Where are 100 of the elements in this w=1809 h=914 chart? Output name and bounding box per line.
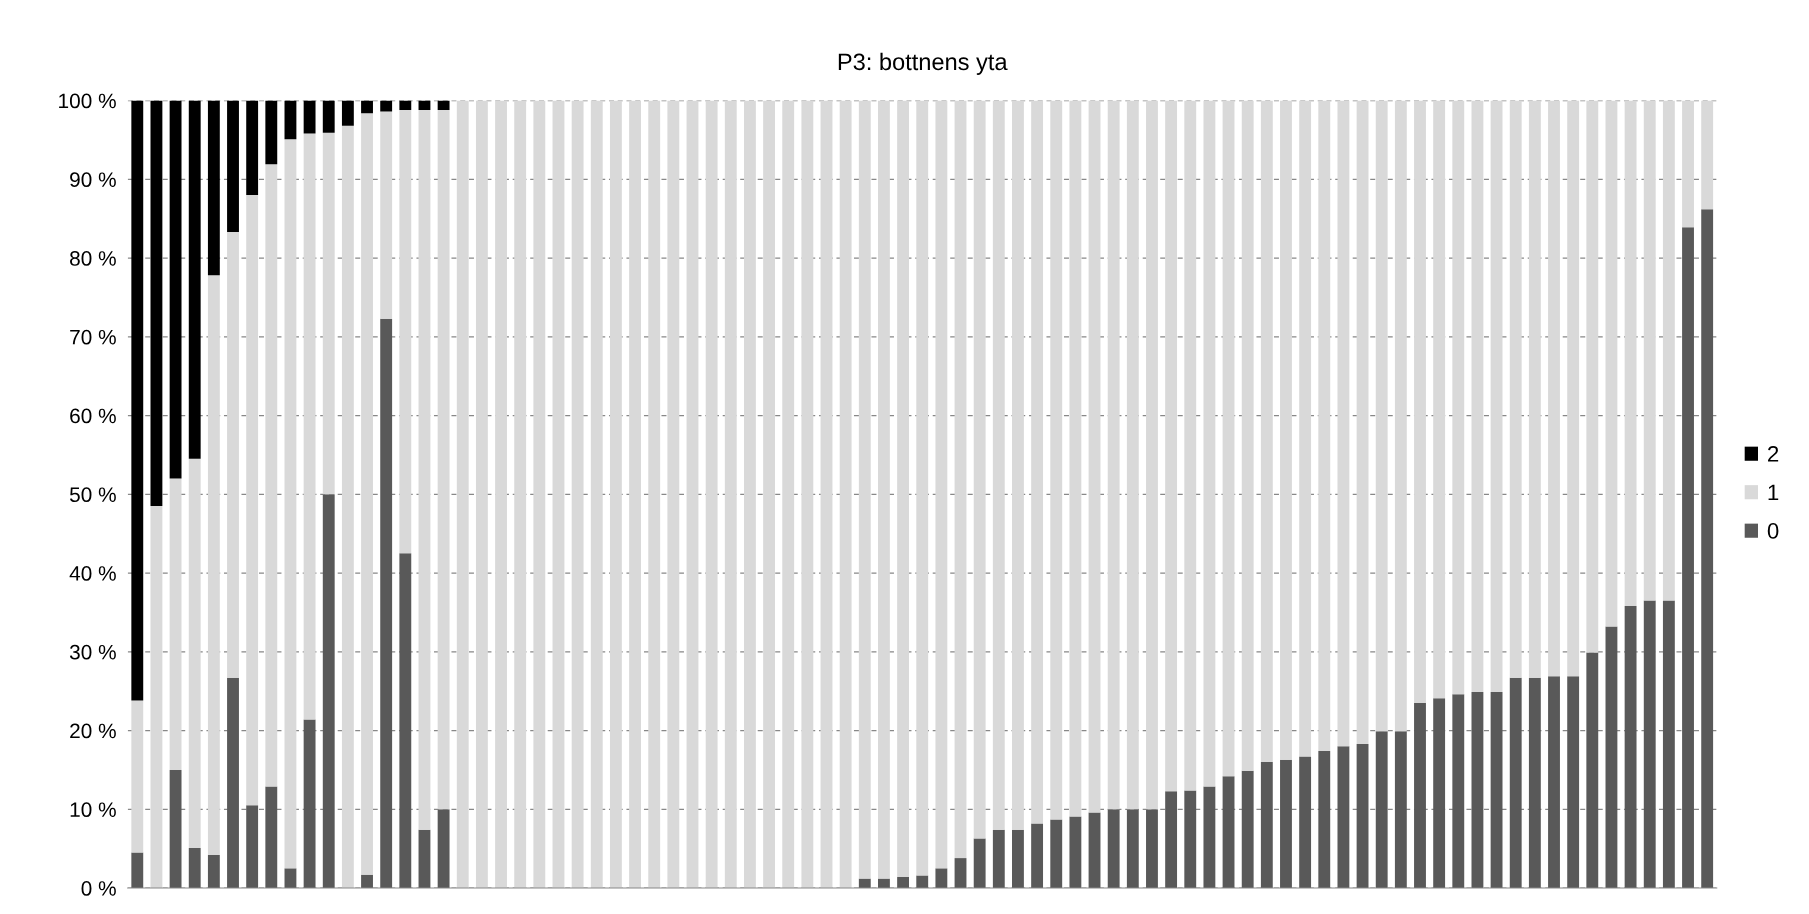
bar xyxy=(1184,100,1197,791)
bar xyxy=(1318,100,1331,752)
bar xyxy=(1701,209,1714,889)
bar xyxy=(724,100,737,889)
bar xyxy=(1548,676,1560,889)
bar xyxy=(916,875,929,889)
bar xyxy=(1567,100,1580,677)
bar xyxy=(341,125,354,889)
bar xyxy=(246,805,259,889)
bar xyxy=(973,100,986,839)
bar xyxy=(265,100,278,165)
bar xyxy=(227,677,239,889)
y-tick-label: 90 % xyxy=(70,172,116,188)
bar xyxy=(437,109,450,810)
bar xyxy=(1126,809,1139,889)
bar xyxy=(456,100,469,889)
bar xyxy=(858,100,871,879)
y-tick-label: 70 % xyxy=(70,329,116,345)
bar xyxy=(1222,776,1235,889)
bar xyxy=(150,100,163,507)
y-tick-label: 30 % xyxy=(69,644,116,660)
bar xyxy=(322,132,335,495)
bar xyxy=(131,700,144,853)
bar xyxy=(1203,100,1216,787)
y-tick-label: 80 % xyxy=(70,251,116,266)
bar xyxy=(265,786,278,889)
bar xyxy=(246,195,259,806)
bar xyxy=(188,100,201,459)
bar xyxy=(1337,746,1350,889)
bar xyxy=(380,111,393,319)
bar xyxy=(169,478,182,770)
bar xyxy=(1586,652,1599,889)
bar xyxy=(1394,731,1407,889)
bar xyxy=(1433,698,1446,889)
bar xyxy=(1605,626,1618,889)
bar xyxy=(878,100,890,879)
bar xyxy=(246,100,259,196)
bar xyxy=(284,139,297,869)
bar xyxy=(1643,100,1656,601)
bar xyxy=(1356,743,1369,889)
bar xyxy=(782,100,795,889)
bar xyxy=(1624,100,1637,607)
bar xyxy=(303,100,316,134)
bar xyxy=(1490,100,1503,692)
bar xyxy=(1126,100,1139,810)
bar xyxy=(973,838,986,889)
legend-label: 2 xyxy=(1768,446,1779,462)
bar xyxy=(1605,100,1618,627)
bar xyxy=(839,100,852,889)
bar xyxy=(916,100,929,876)
bar xyxy=(284,100,297,140)
bar xyxy=(207,275,220,855)
bar xyxy=(1701,100,1714,210)
bar xyxy=(1241,770,1254,889)
bar xyxy=(1069,100,1082,817)
bar xyxy=(1107,809,1120,889)
bar xyxy=(609,100,622,889)
chart-title: P3: bottnens yta xyxy=(838,52,1008,75)
bar xyxy=(303,719,316,889)
bar xyxy=(1662,600,1675,889)
bar xyxy=(1184,790,1197,889)
bar xyxy=(1280,100,1292,760)
bar xyxy=(437,809,450,889)
legend-label: 1 xyxy=(1768,484,1779,501)
bar xyxy=(743,100,756,889)
bar xyxy=(571,100,584,889)
bar xyxy=(1241,100,1254,771)
bar xyxy=(1375,100,1388,732)
bar xyxy=(552,100,565,889)
bar xyxy=(150,506,163,889)
bar xyxy=(418,829,431,889)
bar xyxy=(437,100,450,110)
bar xyxy=(361,874,373,889)
bar xyxy=(1050,100,1063,820)
bar xyxy=(1375,731,1388,889)
y-tick-label: 20 % xyxy=(70,723,116,739)
bar xyxy=(1643,600,1656,889)
bar xyxy=(1624,606,1637,889)
bar xyxy=(380,318,393,889)
bar xyxy=(1528,100,1541,678)
bar xyxy=(629,100,641,889)
bar xyxy=(1356,100,1369,744)
bar xyxy=(207,854,220,889)
bar xyxy=(954,858,967,889)
bar xyxy=(533,100,546,889)
bar xyxy=(303,133,316,720)
bar xyxy=(322,494,335,889)
bar xyxy=(322,100,335,133)
bar xyxy=(227,232,239,678)
bar xyxy=(992,100,1005,830)
bar xyxy=(935,868,948,889)
bar xyxy=(648,100,661,889)
bar xyxy=(1088,812,1101,889)
bar xyxy=(1567,676,1580,889)
bar xyxy=(227,100,239,233)
bar xyxy=(1394,100,1407,732)
bar xyxy=(418,109,431,830)
y-tick-label: 60 % xyxy=(70,408,116,424)
bar xyxy=(399,109,412,554)
bar xyxy=(935,100,948,869)
